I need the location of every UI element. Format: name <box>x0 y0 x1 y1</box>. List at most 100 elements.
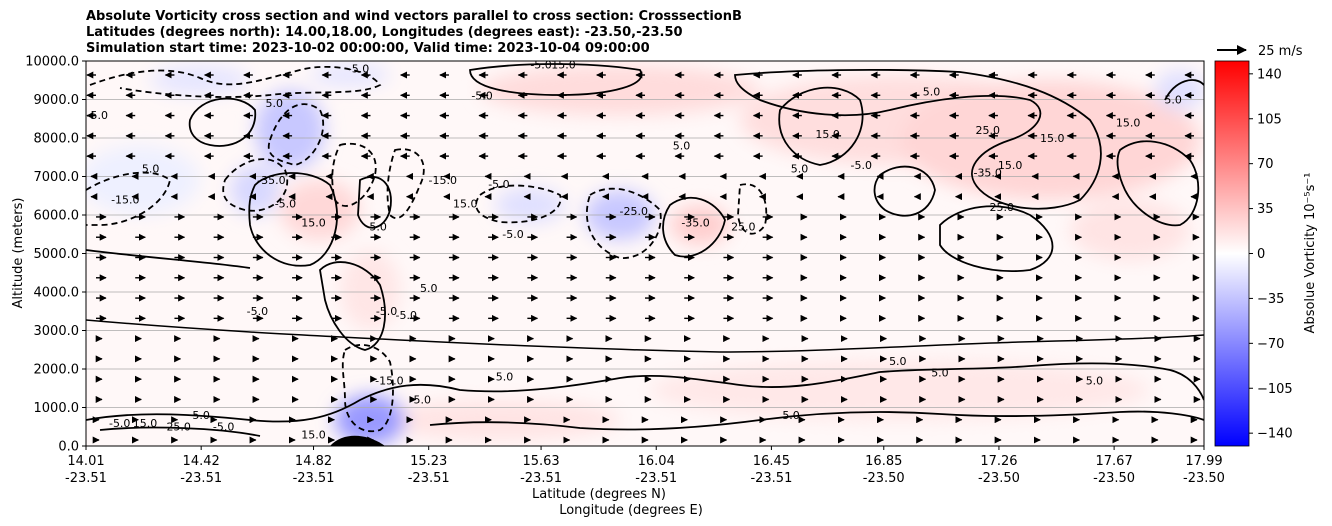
contour-label: -35.0 <box>257 174 285 187</box>
colorbar-tick-label: −70 <box>1257 337 1284 352</box>
contour-label: -35.0 <box>681 217 709 230</box>
contour-label: 5.0 <box>142 163 160 176</box>
contour-label: 5.0 <box>673 140 691 153</box>
contour-label: 15.0 <box>453 197 478 210</box>
colorbar-tick-label: 70 <box>1257 157 1274 172</box>
x-tick-label-lat: 17.26 <box>980 454 1017 469</box>
contour-label: 5.0 <box>782 409 800 422</box>
contour-label: -5.0 <box>213 421 234 434</box>
contour-label: 25.0 <box>975 124 1000 137</box>
y-tick-label: 1000.0 <box>34 401 80 416</box>
x-tick-label-lon: -23.51 <box>635 471 677 486</box>
colorbar: 140 105 70 35 0 −35 −70 −105 −140 Absolue Vortic… <box>1214 60 1318 447</box>
positive-contour <box>357 175 392 229</box>
contour-label: 15.0 <box>133 417 158 430</box>
positive-contour <box>319 261 386 351</box>
colorbar-tick-label: −105 <box>1257 382 1293 397</box>
contour-label: 5.0 <box>889 355 907 368</box>
positive-contour <box>1116 140 1200 227</box>
contour-label: 5.0 <box>923 86 941 99</box>
contour-label: -5.0 <box>275 197 296 210</box>
x-axis: 14.01 -23.51 14.42 -23.51 14.82 -23.51 15.23 -2… <box>65 446 1225 486</box>
x-tick-label-lat: 16.04 <box>638 454 675 469</box>
x-tick-label-lat: 16.85 <box>865 454 902 469</box>
x-tick-label-lat: 17.67 <box>1096 454 1133 469</box>
contour-label: 5.0 <box>496 371 514 384</box>
chart-title: Absolute Vorticity cross section and win… <box>86 9 742 57</box>
positive-contour <box>469 63 643 96</box>
contour-label: 15.0 <box>815 128 840 141</box>
y-tick-label: 0.0 <box>58 440 79 455</box>
quiver-key: 25 m/s <box>1217 44 1303 59</box>
y-tick-label: 3000.0 <box>34 324 80 339</box>
contour-label: 5.0 <box>265 97 283 110</box>
field-blob <box>1070 200 1190 260</box>
contour-label: 5.0 <box>1086 374 1104 387</box>
x-tick-label-lat: 16.45 <box>753 454 790 469</box>
positive-contour <box>86 362 1204 423</box>
contour-label: 25.0 <box>731 220 756 233</box>
title-line-1: Absolute Vorticity cross section and win… <box>86 9 742 24</box>
positive-contour <box>248 172 338 267</box>
contour-label: 15.0 <box>1040 132 1065 145</box>
contour-label: -5.0 <box>502 228 523 241</box>
field-blob <box>280 180 360 240</box>
positive-contour <box>662 196 726 258</box>
contour-label: -5.0 <box>247 305 268 318</box>
x-tick-label-lon: -23.50 <box>863 471 905 486</box>
field-blob <box>650 360 1150 420</box>
field-blob <box>495 187 565 223</box>
colorbar-gradient <box>1214 60 1250 447</box>
positive-contour <box>86 319 1204 353</box>
x-tick-label-lat: 14.82 <box>295 454 332 469</box>
positive-contour <box>939 205 1054 272</box>
negative-contour <box>737 183 768 235</box>
colorbar-tick-label: 35 <box>1257 202 1274 217</box>
positive-contour <box>99 410 1204 437</box>
title-line-2: Latitudes (degrees north): 14.00,18.00, … <box>86 25 683 40</box>
x-tick-label-lon: -23.51 <box>65 471 107 486</box>
contour-label: 15.0 <box>551 59 576 72</box>
contour-label: -5.0 <box>530 59 551 72</box>
contour-label: -5.0 <box>851 159 872 172</box>
x-axis-label-line-2: Longitude (degrees E) <box>559 503 703 518</box>
contour-labels: -5.05.0-15.0 -5.0-5.05.0-35.015.0-5.0-15.… <box>87 59 1182 441</box>
x-tick-label-lat: 15.23 <box>410 454 447 469</box>
negative-contour <box>585 187 662 259</box>
contour-label: -15.0 <box>429 174 457 187</box>
contour-label: 5.0 <box>931 367 949 380</box>
y-tick-label: 7000.0 <box>34 170 80 185</box>
negative-contour <box>222 158 288 212</box>
contour-label: 15.0 <box>301 217 326 230</box>
positive-contour <box>873 165 936 217</box>
contour-label: -5.0 <box>109 417 130 430</box>
contour-label: 5.0 <box>791 163 809 176</box>
wind-vectors <box>86 71 1201 444</box>
contour-label: 15.0 <box>1116 116 1141 129</box>
x-tick-label-lat: 14.42 <box>183 454 220 469</box>
positive-contour <box>778 86 864 166</box>
contour-label: 25.0 <box>166 421 191 434</box>
contour-label: -5.0 <box>87 109 108 122</box>
y-axis-label: Altitude (meters) <box>11 198 26 309</box>
y-tick-label: 9000.0 <box>34 93 80 108</box>
colorbar-tick-label: 0 <box>1257 247 1265 262</box>
field-blob <box>150 65 250 95</box>
contour-label: -25.0 <box>620 205 648 218</box>
x-tick-label-lon: -23.50 <box>1183 471 1225 486</box>
x-tick-label-lon: -23.51 <box>520 471 562 486</box>
contour-label: 5.0 <box>420 282 438 295</box>
x-tick-label-lon: -23.51 <box>180 471 222 486</box>
field-blob <box>380 400 620 440</box>
negative-contour <box>341 344 394 433</box>
contour-label: -35.0 <box>973 167 1001 180</box>
colorbar-tick-label: 105 <box>1257 112 1282 127</box>
x-tick-label-lat: 15.63 <box>522 454 559 469</box>
x-tick-label-lon: -23.51 <box>293 471 335 486</box>
x-tick-label-lon: -23.50 <box>978 471 1020 486</box>
field-blob <box>310 63 390 87</box>
negative-contour <box>475 184 562 224</box>
y-tick-label: 2000.0 <box>34 363 80 378</box>
contour-label: -5.0 <box>471 90 492 103</box>
